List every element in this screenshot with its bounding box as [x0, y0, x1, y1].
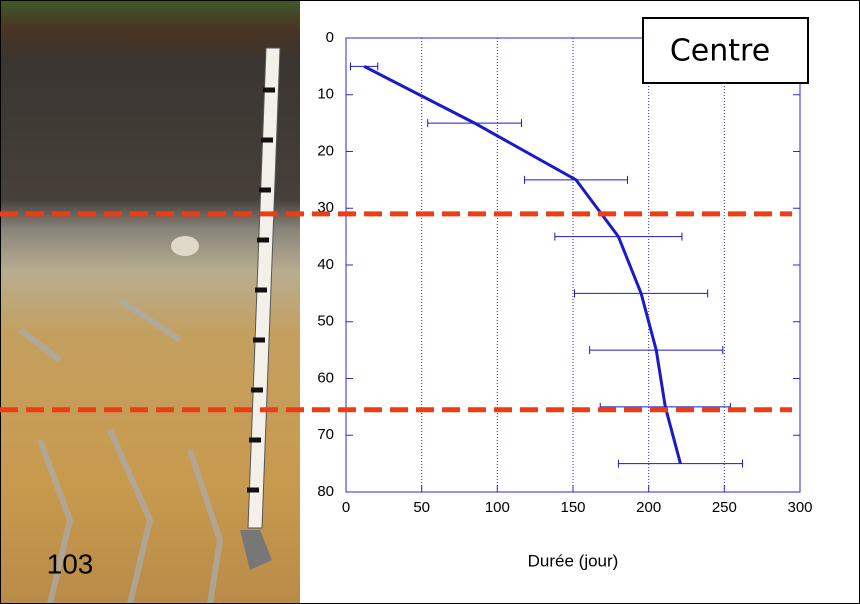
x-tick-label: 0 — [342, 499, 350, 516]
y-tick-label: 20 — [317, 142, 334, 159]
y-tick-label: 60 — [317, 369, 334, 386]
annotation-box — [642, 17, 809, 84]
y-tick-label: 80 — [317, 483, 334, 500]
plot-frame — [345, 37, 801, 493]
y-tick-label: 0 — [326, 29, 334, 46]
soil-photo — [0, 0, 300, 604]
data-line — [363, 65, 682, 465]
x-tick-label: 300 — [787, 499, 812, 516]
x-axis-label: Durée (jour) — [528, 551, 619, 570]
x-tick-label: 100 — [485, 499, 510, 516]
annotation-text: Centre — [670, 34, 770, 69]
y-tick-label: 50 — [317, 313, 334, 330]
x-tick-label: 150 — [560, 499, 585, 516]
y-tick-label: 70 — [317, 426, 334, 443]
y-tick-label: 40 — [317, 256, 334, 273]
y-tick-label: 10 — [317, 86, 334, 103]
x-tick-label: 50 — [413, 499, 430, 516]
photo-label: 103 — [47, 548, 94, 579]
x-tick-label: 200 — [636, 499, 661, 516]
x-tick-label: 250 — [712, 499, 737, 516]
